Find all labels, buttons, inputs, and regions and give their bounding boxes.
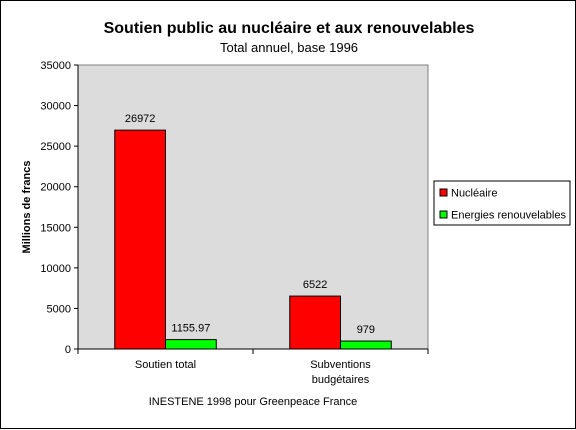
legend-box: [433, 180, 571, 226]
y-tick-label: 20000: [40, 182, 71, 194]
bar-labels-group: 26972 6522 1155.97 979: [125, 113, 375, 336]
bar-nucleaire: [114, 129, 166, 350]
bar-value-label: 26972: [125, 113, 156, 125]
x-axis: Soutien total Subventions budgétaires: [77, 348, 429, 386]
bar-value-label: 1155.97: [171, 323, 210, 335]
bar-renouvelables: [165, 339, 217, 350]
y-tick-label: 10000: [40, 263, 71, 275]
source-note: INESTENE 1998 pour Greenpeace France: [149, 396, 358, 408]
bar-nucleaire: [289, 295, 341, 350]
bars-group: [114, 129, 392, 350]
chart-subtitle: Total annuel, base 1996: [220, 40, 358, 55]
chart-title: Soutien public au nucléaire et aux renou…: [104, 20, 475, 37]
bar-value-label: 6522: [303, 279, 327, 291]
x-tick-label: Soutien total: [135, 359, 196, 371]
y-tick-label: 15000: [40, 222, 71, 234]
y-tick-label: 25000: [40, 141, 71, 153]
y-tick-label: 35000: [40, 60, 71, 72]
x-tick-label: budgétaires: [312, 374, 370, 386]
legend-label: Energies renouvelables: [451, 210, 566, 222]
legend: Nucléaire Energies renouvelables: [433, 180, 571, 226]
y-tick-label: 5000: [47, 303, 71, 315]
y-axis: 0 5000 10000 15000 20000 25000 30000 35000: [40, 60, 79, 356]
legend-swatch: [439, 188, 448, 197]
legend-label: Nucléaire: [451, 188, 497, 200]
y-tick-label: 30000: [40, 101, 71, 113]
y-tick-label: 0: [65, 344, 71, 356]
legend-swatch: [439, 210, 448, 219]
x-tick-label: Subventions: [310, 359, 371, 371]
bar-renouvelables: [340, 340, 392, 350]
y-axis-label: Millions de francs: [21, 161, 33, 254]
bar-value-label: 979: [357, 324, 375, 336]
